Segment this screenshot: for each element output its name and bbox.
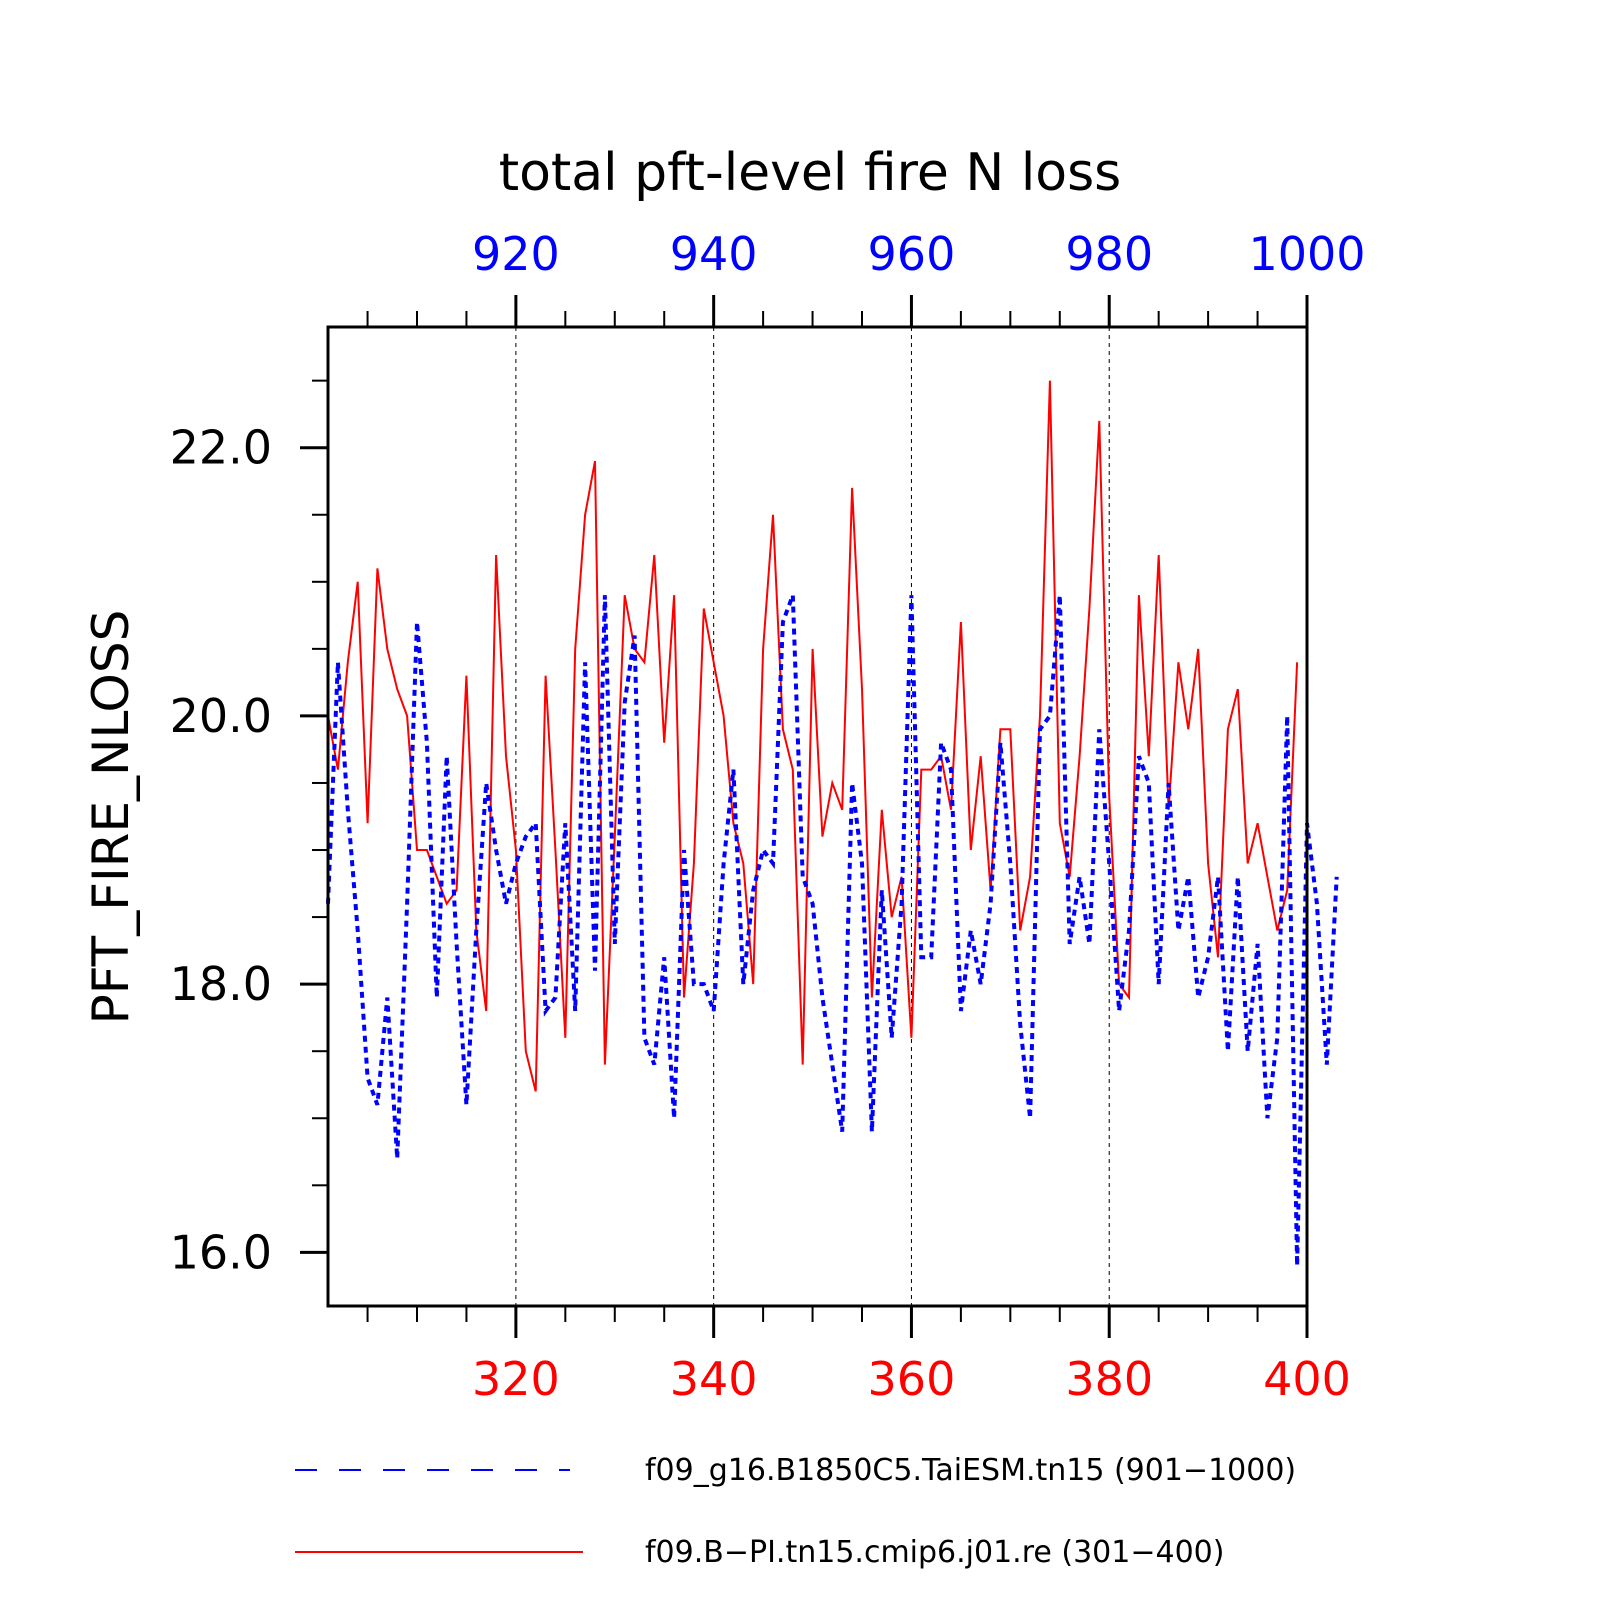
bottom-axis-tick-label: 380 [1065, 1352, 1153, 1406]
legend-label-taiesm: f09_g16.B1850C5.TaiESM.tn15 (901−1000) [645, 1453, 1296, 1488]
series-line-taiesm [326, 594, 1339, 1266]
top-axis-tick-label: 960 [868, 227, 956, 281]
bottom-axis-tick-label: 320 [472, 1352, 560, 1406]
y-axis-tick-label: 22.0 [170, 421, 272, 475]
bottom-axis-tick-label: 360 [868, 1352, 956, 1406]
legend: f09_g16.B1850C5.TaiESM.tn15 (901−1000) f… [295, 1453, 1296, 1570]
axes: 320 340 360 380 400 920 940 960 980 1000 16.0 18.0 2… [170, 227, 1366, 1406]
top-axis-tick-label: 1000 [1248, 227, 1365, 281]
y-axis-tick-label: 20.0 [170, 689, 272, 743]
top-axis-tick-label: 980 [1065, 227, 1153, 281]
legend-label-cmip6: f09.B−PI.tn15.cmip6.j01.re (301−400) [645, 1535, 1224, 1570]
top-axis-tick-label: 920 [472, 227, 560, 281]
y-axis-tick-label: 18.0 [170, 957, 272, 1011]
grid-lines [515, 327, 1110, 1306]
chart-title: total pft-level fire N loss [499, 143, 1122, 203]
top-axis-tick-label: 940 [670, 227, 758, 281]
y-axis-label: PFT_FIRE_NLOSS [82, 610, 140, 1025]
series-lines [326, 380, 1339, 1266]
bottom-axis-tick-label: 340 [670, 1352, 758, 1406]
series-line-cmip6 [327, 380, 1299, 1092]
bottom-axis-tick-label: 400 [1263, 1352, 1351, 1406]
y-axis-tick-label: 16.0 [170, 1225, 272, 1279]
plot-frame [326, 325, 1309, 1308]
